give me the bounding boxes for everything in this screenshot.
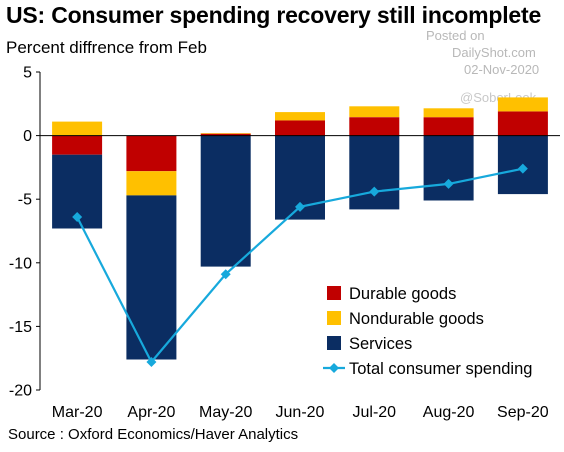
watermark-site: DailyShot.com [452,45,536,60]
legend: Durable goods Nondurable goods Services Tot… [323,285,532,378]
y-tick-label: 5 [23,65,32,82]
point-total-consumer-spending-mar-20 [72,212,83,223]
y-tick-label: -5 [18,192,32,209]
y-tick-label: -10 [9,255,32,272]
legend-swatch-durable-goods [327,286,341,300]
bar-durable-goods-jul-20 [349,117,400,136]
point-total-consumer-spending-aug-20 [443,178,454,189]
point-total-consumer-spending-apr-20 [146,357,157,368]
x-tick-label-jul-20: Jul-20 [352,404,396,421]
bar-nondurable-goods-mar-20 [52,121,103,136]
x-tick-label-apr-20: Apr-20 [127,404,175,421]
bar-services-jul-20 [349,135,400,210]
bar-durable-goods-jun-20 [275,120,325,136]
bar-nondurable-goods-may-20 [200,133,251,134]
x-tick-label-sep-20: Sep-20 [497,404,549,421]
point-total-consumer-spending-sep-20 [517,163,528,174]
watermark-date: 02-Nov-2020 [464,62,540,77]
legend-label-nondurable-goods: Nondurable goods [349,310,484,328]
legend-swatch-nondurable-goods [327,311,341,325]
bar-services-may-20 [200,135,251,267]
y-tick-label: 0 [23,128,32,145]
bar-durable-goods-aug-20 [423,117,474,136]
legend-label-durable-goods: Durable goods [349,285,456,303]
x-tick-label-jun-20: Jun-20 [276,404,325,421]
bar-services-aug-20 [423,135,474,201]
bar-durable-goods-mar-20 [52,135,103,155]
bar-durable-goods-apr-20 [126,135,177,172]
x-tick-label-may-20: May-20 [199,404,252,421]
x-tick-label-aug-20: Aug-20 [423,404,475,421]
legend-label-services: Services [349,335,412,353]
watermark-posted-on: Posted on [426,28,485,43]
line-layer [72,163,528,368]
x-tick-label-mar-20: Mar-20 [52,404,103,421]
axis-layer: 5 0 -5 -10 -15 -20 Mar-20 Apr-20 May-20 Jun-20 Jul… [9,65,560,421]
bar-nondurable-goods-aug-20 [423,108,474,118]
point-total-consumer-spending-may-20 [220,269,231,280]
legend-swatch-services [327,336,341,350]
bar-durable-goods-sep-20 [497,111,548,136]
bar-durable-goods-may-20 [200,133,251,136]
bar-nondurable-goods-sep-20 [497,97,548,112]
chart-title: US: Consumer spending recovery still inc… [6,2,542,28]
bar-nondurable-goods-jun-20 [275,112,325,121]
point-total-consumer-spending-jun-20 [295,201,305,212]
y-tick-label: -20 [9,383,32,400]
point-total-consumer-spending-jul-20 [369,186,380,197]
legend-marker-total-consumer-spending [329,363,339,373]
y-tick-label: -15 [9,319,32,336]
source-note: Source : Oxford Economics/Haver Analytic… [8,426,299,443]
bar-services-apr-20 [126,195,177,360]
bar-nondurable-goods-apr-20 [126,171,177,196]
bars-layer [52,97,548,360]
bar-nondurable-goods-jul-20 [349,106,400,118]
chart-subtitle: Percent diffrence from Feb [6,38,207,57]
legend-label-total-consumer-spending: Total consumer spending [349,360,532,378]
